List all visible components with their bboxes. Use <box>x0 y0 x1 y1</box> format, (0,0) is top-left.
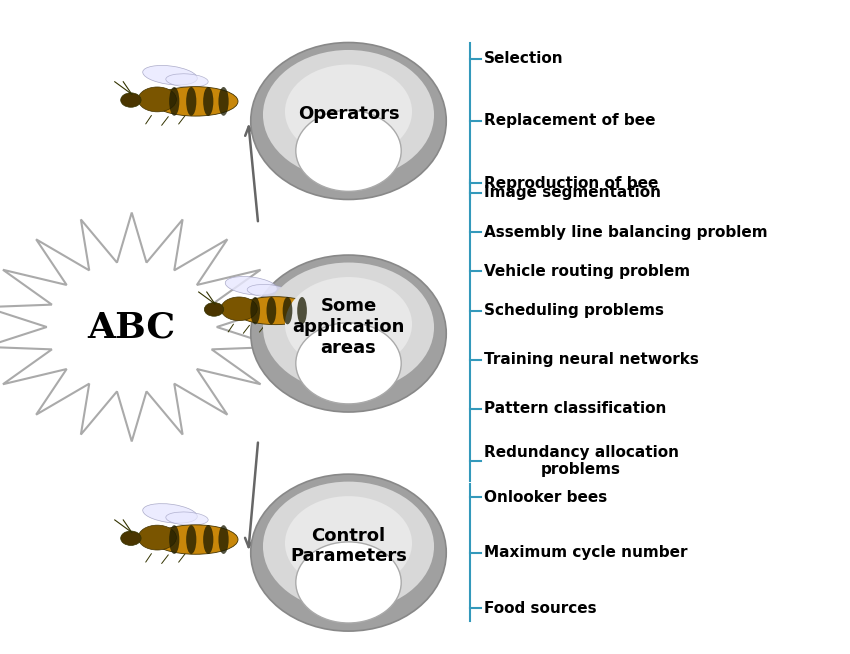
Circle shape <box>296 542 401 623</box>
Ellipse shape <box>169 87 179 116</box>
FancyArrowPatch shape <box>162 555 168 564</box>
Ellipse shape <box>267 297 276 324</box>
Ellipse shape <box>121 93 141 107</box>
Ellipse shape <box>186 87 196 116</box>
Ellipse shape <box>143 65 197 85</box>
FancyArrowPatch shape <box>145 554 151 562</box>
Ellipse shape <box>169 525 179 554</box>
Circle shape <box>296 111 401 192</box>
Text: Selection: Selection <box>484 52 564 66</box>
Ellipse shape <box>166 512 208 525</box>
Ellipse shape <box>235 297 316 324</box>
Ellipse shape <box>203 525 213 554</box>
Ellipse shape <box>247 284 287 297</box>
Text: Assembly line balancing problem: Assembly line balancing problem <box>484 225 768 239</box>
Ellipse shape <box>298 297 307 324</box>
Text: Training neural networks: Training neural networks <box>484 353 699 367</box>
Ellipse shape <box>251 255 446 412</box>
Ellipse shape <box>251 474 446 631</box>
Text: Operators: Operators <box>298 105 400 124</box>
Ellipse shape <box>263 481 434 611</box>
Ellipse shape <box>121 531 141 545</box>
Ellipse shape <box>153 86 238 116</box>
Ellipse shape <box>186 525 196 554</box>
Ellipse shape <box>203 87 213 116</box>
Ellipse shape <box>263 262 434 392</box>
FancyArrowPatch shape <box>145 116 151 124</box>
Ellipse shape <box>225 277 277 295</box>
Ellipse shape <box>143 504 197 523</box>
FancyArrowPatch shape <box>243 325 250 334</box>
Ellipse shape <box>251 297 260 324</box>
Ellipse shape <box>153 525 238 555</box>
Ellipse shape <box>251 43 446 199</box>
Ellipse shape <box>285 277 412 371</box>
FancyArrowPatch shape <box>162 116 168 126</box>
Ellipse shape <box>285 496 412 591</box>
Ellipse shape <box>218 525 229 554</box>
Text: Vehicle routing problem: Vehicle routing problem <box>484 264 690 279</box>
Ellipse shape <box>221 297 258 320</box>
FancyArrowPatch shape <box>228 324 234 332</box>
Ellipse shape <box>218 87 229 116</box>
Ellipse shape <box>138 87 177 112</box>
Ellipse shape <box>138 525 177 550</box>
Ellipse shape <box>204 303 224 317</box>
Text: Maximum cycle number: Maximum cycle number <box>484 545 687 560</box>
Text: Pattern classification: Pattern classification <box>484 402 666 416</box>
Text: Reproduction of bee: Reproduction of bee <box>484 176 658 190</box>
Text: Onlooker bees: Onlooker bees <box>484 490 607 504</box>
FancyArrowPatch shape <box>178 115 185 124</box>
Ellipse shape <box>283 297 292 324</box>
Ellipse shape <box>263 50 434 179</box>
Text: Image segmentation: Image segmentation <box>484 186 660 200</box>
Ellipse shape <box>285 65 412 159</box>
FancyArrowPatch shape <box>259 324 266 332</box>
Text: Some
application
areas: Some application areas <box>292 297 405 357</box>
Text: Scheduling problems: Scheduling problems <box>484 303 664 318</box>
FancyArrowPatch shape <box>178 553 185 562</box>
Text: Redundancy allocation
problems: Redundancy allocation problems <box>484 445 678 477</box>
Text: ABC: ABC <box>88 310 176 344</box>
Ellipse shape <box>166 74 208 87</box>
Text: Replacement of bee: Replacement of bee <box>484 114 655 128</box>
Text: Food sources: Food sources <box>484 601 597 615</box>
Circle shape <box>296 323 401 404</box>
Text: Control
Parameters: Control Parameters <box>290 526 407 566</box>
Polygon shape <box>0 213 278 441</box>
